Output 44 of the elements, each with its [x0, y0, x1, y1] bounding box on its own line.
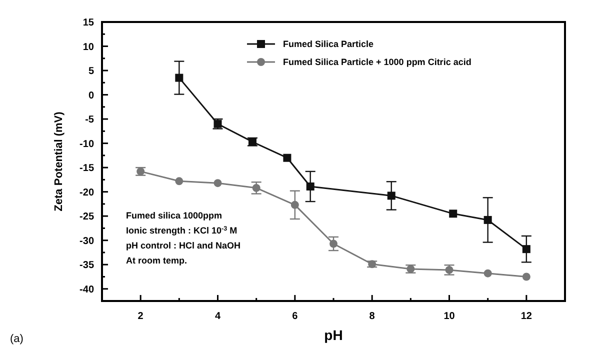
point	[368, 260, 376, 268]
y-tick-label: 0	[88, 90, 94, 102]
point	[484, 216, 492, 224]
point	[175, 177, 184, 186]
y-tick-label: 5	[88, 66, 94, 78]
point	[522, 272, 530, 281]
x-tick-label: 2	[138, 311, 144, 322]
point	[387, 192, 396, 200]
text: (a)	[10, 333, 24, 345]
point	[330, 240, 338, 248]
y-tick-label: -20	[80, 187, 94, 198]
y-tick-label: -15	[80, 163, 94, 174]
x-tick-label: 6	[292, 311, 298, 322]
legend-label: Fumed Silica Particle + 1000 ppm Citric acid	[283, 57, 472, 68]
point	[175, 74, 184, 82]
point	[306, 182, 314, 190]
x-tick-label: 8	[369, 311, 376, 322]
point	[283, 154, 292, 162]
annotation: pH control : HCl and NaOH	[126, 240, 240, 251]
point	[136, 167, 145, 176]
legend-label: Fumed Silica Particle	[283, 39, 374, 50]
y-tick-label: -25	[80, 212, 94, 223]
point	[214, 179, 222, 188]
annotation: At room temp.	[126, 256, 188, 266]
y-tick-label: -35	[80, 260, 94, 272]
y-tick-label: -10	[80, 138, 94, 150]
point	[449, 210, 458, 218]
annotation: Ionic strength : KCl 10$^{-3}$ M	[126, 225, 238, 236]
y-tick-label: -30	[80, 236, 94, 247]
y-tick-label: 15	[82, 18, 94, 28]
point	[484, 269, 492, 278]
x-tick-label: 12	[520, 311, 532, 322]
point	[522, 245, 530, 254]
annotation: Fumed silica 1000ppm	[126, 210, 222, 221]
point	[248, 138, 256, 146]
point	[290, 200, 299, 209]
x-tick-label: 10	[444, 311, 456, 322]
y-axis-title: Zeta Potential (mV)	[53, 111, 65, 212]
x-axis-title: pH	[324, 327, 343, 343]
point	[252, 184, 260, 192]
y-tick-label: -40	[80, 284, 94, 296]
y-tick-label: 10	[82, 42, 94, 53]
x-tick-label: 4	[214, 311, 221, 322]
y-tick-label: -5	[85, 114, 94, 126]
